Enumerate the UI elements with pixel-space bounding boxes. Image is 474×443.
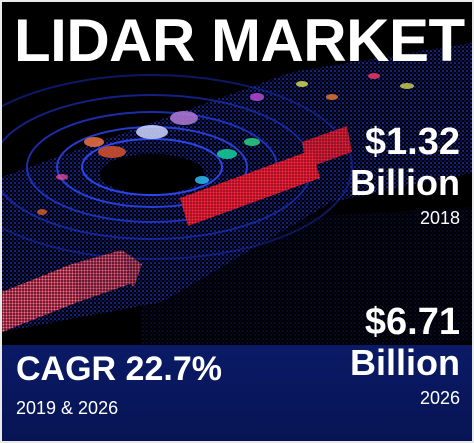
market-value-2018: $1.32 Billion 2018 [350, 121, 460, 229]
cagr-value: CAGR 22.7% [16, 350, 222, 388]
year-2018: 2018 [419, 208, 460, 228]
pink-structure [2, 250, 142, 332]
bottom-band [2, 345, 472, 441]
year-2026: 2026 [419, 388, 460, 408]
cagr-block: CAGR 22.7% 2019 & 2026 [16, 349, 222, 419]
amount-2018: $1.32 [364, 121, 460, 163]
scan-objects [37, 73, 414, 215]
cagr-period: 2019 & 2026 [16, 398, 119, 418]
unit-2018: Billion [350, 162, 460, 203]
unit-2026: Billion [350, 342, 460, 383]
market-value-2026: $6.71 Billion 2026 [350, 301, 460, 409]
red-structure [180, 126, 352, 226]
amount-2026: $6.71 [364, 301, 460, 343]
page-title: LIDAR MARKET [14, 7, 465, 74]
lower-scan [142, 207, 472, 347]
